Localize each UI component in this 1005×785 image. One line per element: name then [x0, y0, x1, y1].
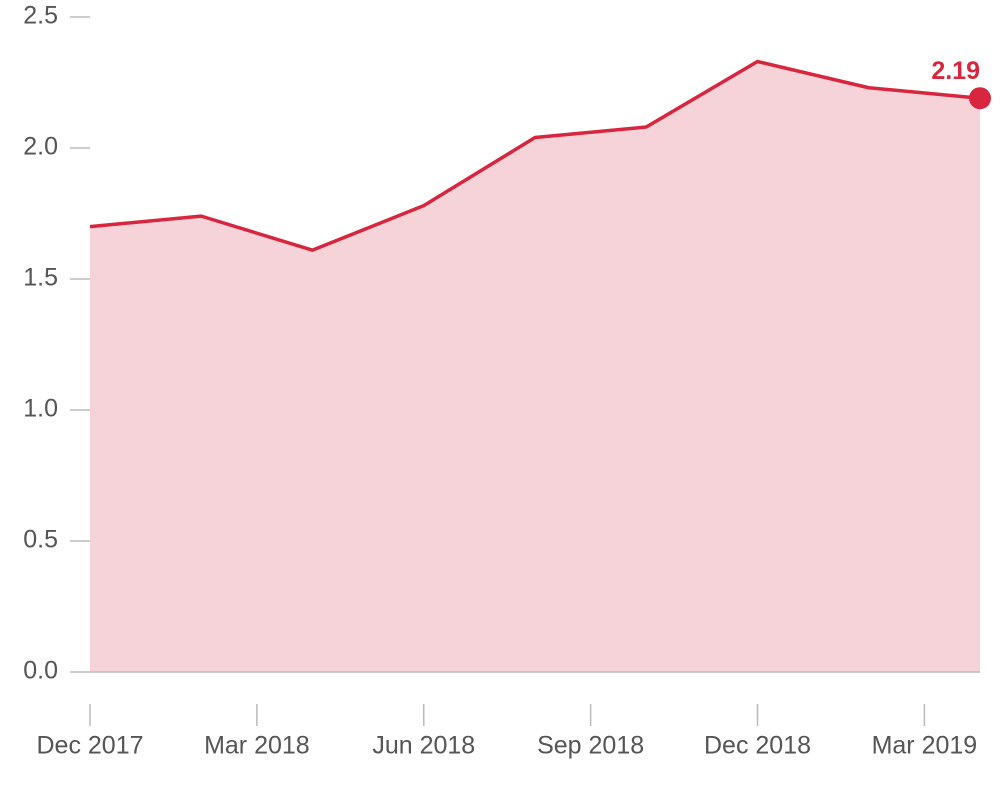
x-tick-label: Dec 2018: [704, 732, 811, 760]
value-label: 2.19: [931, 57, 980, 85]
area: [90, 61, 980, 673]
x-tick-label: Jun 2018: [372, 732, 475, 760]
y-tick-label: 2.5: [23, 2, 58, 30]
y-tick-label: 1.0: [23, 395, 58, 423]
x-tick-label: Mar 2018: [204, 732, 310, 760]
x-tick-label: Dec 2017: [36, 732, 143, 760]
line: [89, 59, 981, 252]
y-tick-label: 1.5: [23, 264, 58, 292]
y-tick-label: 2.0: [23, 133, 58, 161]
point: [969, 87, 991, 110]
x-tick-label: Sep 2018: [537, 732, 644, 760]
y-tick-label: 0.5: [23, 526, 58, 554]
x-tick-label: Mar 2019: [872, 732, 978, 760]
y-tick-label: 0.0: [23, 657, 58, 685]
